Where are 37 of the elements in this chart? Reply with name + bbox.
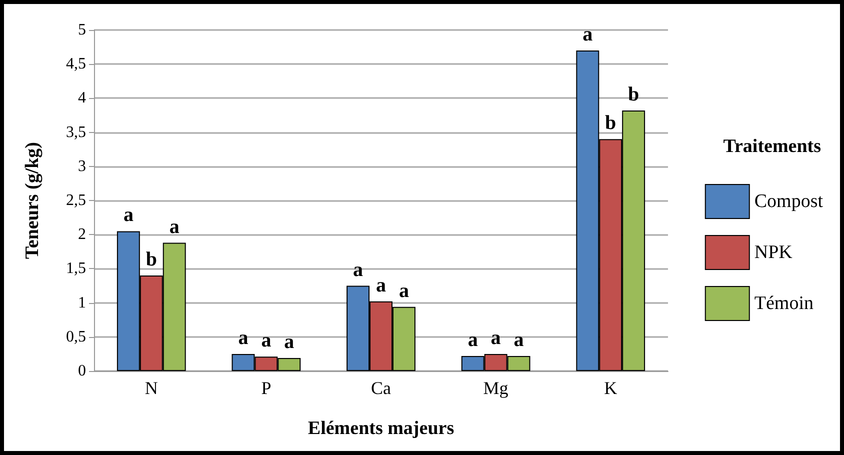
x-tick-label: Mg [483,378,508,398]
data-label: b [146,248,157,271]
y-tick-label: 3,5 [66,124,86,141]
y-tick-label: 4,5 [66,56,86,73]
y-tick-label: 2 [78,226,86,244]
data-label: a [284,331,294,354]
data-label: a [490,326,501,349]
x-tick-label: Ca [371,378,392,398]
y-tick-label: 3 [78,158,86,175]
y-tick-label: 1 [78,294,86,312]
x-tick-label: P [261,378,272,398]
y-tick-label: 0,5 [66,328,86,346]
x-axis-title: Eléments majeurs [308,418,454,439]
y-tick-label: 2,5 [66,192,86,209]
data-label: a [353,258,364,281]
x-tick-label: K [604,378,618,398]
data-label: b [605,112,616,134]
y-axis-title: Teneurs (g/kg) [22,142,43,260]
y-tick-label: 5 [78,22,86,38]
data-label: a [123,204,134,226]
legend-label: Témoin [754,293,814,314]
data-label: a [238,326,248,349]
legend-label: NPK [754,242,793,263]
data-label: a [582,23,593,46]
legend-title: Traitements [723,136,822,157]
data-label: a [398,280,409,302]
data-label: a [169,216,180,238]
x-tick-label: N [144,378,158,398]
y-tick-label: 4 [78,90,86,107]
data-label: a [376,274,386,296]
y-tick-label: 1,5 [66,260,86,278]
data-label: a [261,330,272,352]
y-tick-label: 0 [78,362,86,380]
data-label: a [468,328,478,351]
data-label: a [514,328,524,351]
legend-label: Compost [754,191,824,212]
data-label: b [628,83,640,106]
